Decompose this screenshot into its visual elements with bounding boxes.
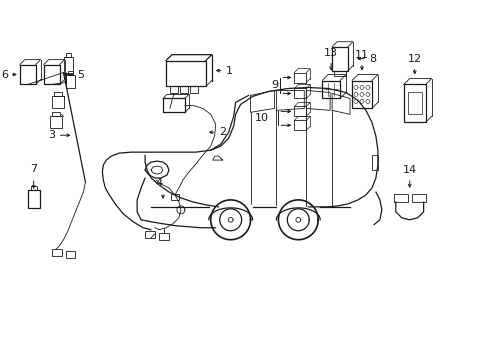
Bar: [49, 116, 61, 128]
Text: 2: 2: [218, 127, 225, 137]
Text: 1: 1: [225, 66, 232, 76]
Bar: [65, 75, 75, 89]
Bar: [170, 86, 178, 94]
Bar: [54, 93, 61, 96]
Bar: [52, 96, 63, 108]
Bar: [65, 53, 71, 57]
Bar: [294, 73, 305, 82]
Bar: [159, 233, 169, 240]
Text: 5: 5: [77, 69, 84, 80]
Bar: [294, 89, 305, 98]
Bar: [294, 120, 305, 130]
Text: 12: 12: [407, 54, 421, 64]
Bar: [171, 194, 179, 200]
Bar: [20, 64, 36, 85]
Text: 7: 7: [30, 164, 37, 174]
Bar: [180, 86, 187, 94]
Bar: [145, 231, 155, 238]
Bar: [351, 81, 371, 108]
Bar: [28, 190, 40, 208]
Bar: [403, 85, 425, 122]
Bar: [52, 112, 60, 116]
Bar: [43, 64, 60, 85]
Bar: [407, 93, 421, 114]
Bar: [63, 57, 73, 73]
Text: 11: 11: [354, 50, 368, 60]
Bar: [411, 194, 425, 202]
Bar: [31, 186, 37, 190]
Bar: [65, 251, 75, 258]
Bar: [67, 71, 73, 75]
Bar: [333, 71, 346, 76]
Text: 9: 9: [271, 81, 278, 90]
Text: 13: 13: [324, 48, 337, 58]
Bar: [322, 81, 339, 98]
Bar: [294, 107, 305, 116]
Bar: [331, 47, 347, 71]
Text: 14: 14: [402, 165, 416, 175]
Text: 3: 3: [48, 130, 56, 140]
Bar: [189, 86, 198, 94]
Text: 8: 8: [368, 54, 375, 64]
Bar: [393, 194, 407, 202]
Bar: [163, 98, 184, 112]
Bar: [165, 60, 205, 86]
Text: 10: 10: [254, 113, 268, 123]
Text: 4: 4: [155, 178, 162, 188]
Bar: [371, 155, 377, 170]
Bar: [52, 249, 61, 256]
Text: 6: 6: [1, 69, 8, 80]
